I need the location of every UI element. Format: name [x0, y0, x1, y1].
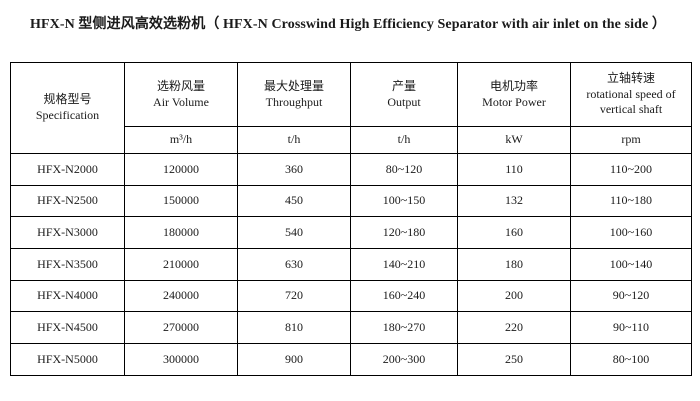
column-header-en: Air Volume: [153, 94, 209, 109]
column-header-zh: 产量: [391, 78, 416, 93]
column-header-3: 产量 Output: [350, 62, 458, 127]
value-cell: 100~150: [350, 184, 458, 218]
column-header-zh: 电机功率: [489, 78, 538, 93]
value-cell: 200: [457, 279, 571, 313]
column-header-zh: 选粉风量: [156, 78, 205, 93]
spec-model-cell: HFX-N4500: [10, 311, 125, 345]
column-header-1: 选粉风量 Air Volume: [124, 62, 238, 127]
header-unit-row: m³/h t/h t/h kW rpm: [11, 126, 692, 154]
value-cell: 630: [237, 248, 351, 281]
value-cell: 810: [237, 311, 351, 345]
value-cell: 110~200: [570, 153, 692, 186]
value-cell: 540: [237, 216, 351, 250]
value-cell: 80~120: [350, 153, 458, 186]
column-header-5: 立轴转速 rotational speed of vertical shaft: [570, 62, 692, 127]
value-cell: 140~210: [350, 248, 458, 281]
unit-cell-4: kW: [457, 126, 571, 154]
header-label-row: 规格型号 Specification 选粉风量 Air Volume 最大处理量 Thro…: [10, 62, 692, 154]
value-cell: 180: [457, 248, 571, 281]
spec-model-cell: HFX-N2000: [10, 153, 125, 186]
value-cell: 120000: [124, 153, 238, 186]
table-row: HFX-N4000 240000 720 160~240 200 90~120: [10, 279, 692, 313]
value-cell: 180~270: [350, 311, 458, 345]
spec-model-cell: HFX-N4000: [10, 279, 125, 313]
value-cell: 220: [457, 311, 571, 345]
unit-cell-5: rpm: [570, 126, 692, 154]
value-cell: 100~160: [570, 216, 692, 250]
value-cell: 132: [457, 184, 571, 218]
value-cell: 900: [237, 343, 351, 376]
value-cell: 270000: [124, 311, 238, 345]
column-header-4: 电机功率 Motor Power: [457, 62, 571, 127]
table-row: HFX-N3500 210000 630 140~210 180 100~140: [10, 248, 692, 281]
value-cell: 720: [237, 279, 351, 313]
value-cell: 100~140: [570, 248, 692, 281]
value-cell: 180000: [124, 216, 238, 250]
value-cell: 450: [237, 184, 351, 218]
table-row: HFX-N5000 300000 900 200~300 250 80~100: [10, 343, 692, 376]
value-cell: 110: [457, 153, 571, 186]
value-cell: 210000: [124, 248, 238, 281]
column-header-2: 最大处理量 Throughput: [237, 62, 351, 127]
spec-model-cell: HFX-N3000: [10, 216, 125, 250]
column-header-en: Specification: [35, 108, 100, 122]
page-title: HFX-N 型侧进风高效选粉机（ HFX-N Crosswind High Ef…: [30, 17, 666, 32]
spec-model-cell: HFX-N2500: [10, 184, 125, 218]
value-cell: 120~180: [350, 216, 458, 250]
value-cell: 240000: [124, 279, 238, 313]
value-cell: 80~100: [570, 343, 692, 376]
column-header-en: Motor Power: [482, 94, 546, 109]
table-body: HFX-N2000 120000 360 80~120 110 110~200 HFX-N2…: [10, 153, 692, 376]
spec-model-cell: HFX-N5000: [10, 343, 125, 376]
value-cell: 160~240: [350, 279, 458, 313]
column-header-en: rotational speed of vertical shaft: [586, 86, 676, 117]
unit-cell-3: t/h: [350, 126, 458, 154]
table-header: 规格型号 Specification 选粉风量 Air Volume 最大处理量 Thro…: [10, 62, 692, 154]
column-header-en: Throughput: [265, 94, 323, 109]
value-cell: 360: [237, 153, 351, 186]
unit-cell-1: m³/h: [124, 126, 238, 154]
value-cell: 90~120: [570, 279, 692, 313]
value-cell: 200~300: [350, 343, 458, 376]
table-row: HFX-N2500 150000 450 100~150 132 110~180: [10, 184, 692, 218]
value-cell: 160: [457, 216, 571, 250]
table-row: HFX-N3000 180000 540 120~180 160 100~160: [10, 216, 692, 250]
column-header-zh: 规格型号: [43, 92, 92, 107]
column-header-zh: 立轴转速: [606, 71, 655, 86]
column-header-0: 规格型号 Specification: [10, 62, 125, 154]
value-cell: 300000: [124, 343, 238, 376]
table-row: HFX-N4500 270000 810 180~270 220 90~110: [10, 311, 692, 345]
value-cell: 150000: [124, 184, 238, 218]
column-header-en: Output: [387, 94, 421, 109]
table-row: HFX-N2000 120000 360 80~120 110 110~200: [10, 153, 692, 186]
value-cell: 250: [457, 343, 571, 376]
value-cell: 90~110: [570, 311, 692, 345]
value-cell: 110~180: [570, 184, 692, 218]
column-header-zh: 最大处理量: [263, 78, 324, 93]
spec-model-cell: HFX-N3500: [10, 248, 125, 281]
spec-table: 规格型号 Specification 选粉风量 Air Volume 最大处理量 Thro…: [10, 62, 692, 376]
unit-cell-2: t/h: [237, 126, 351, 154]
